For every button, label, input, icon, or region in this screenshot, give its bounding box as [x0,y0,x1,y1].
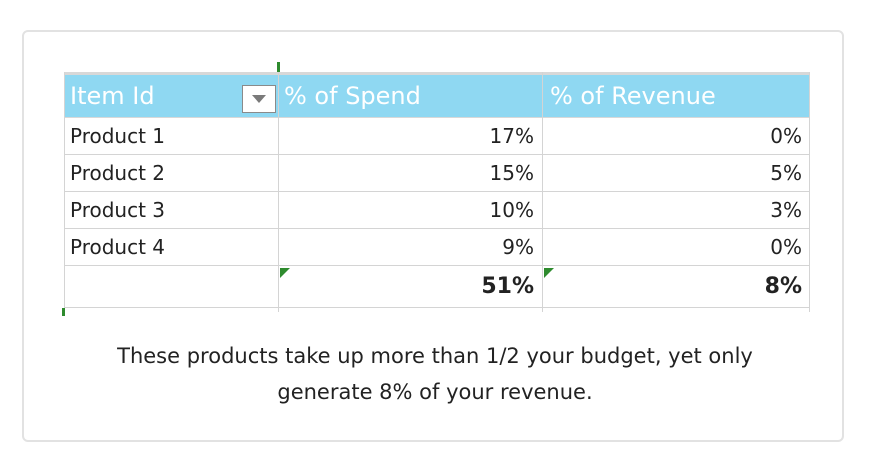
gridline [809,72,810,312]
spend-cell[interactable]: 17% [489,124,534,148]
column-header-spend[interactable]: % of Spend [284,82,421,110]
filter-dropdown-button[interactable] [242,85,276,113]
item-cell[interactable]: Product 1 [70,124,166,148]
gridline [278,72,279,312]
revenue-cell[interactable]: 5% [770,161,802,185]
selection-handle [277,62,280,72]
spend-cell[interactable]: 9% [502,235,534,259]
error-indicator-icon [544,268,554,278]
item-cell[interactable]: Product 2 [70,161,166,185]
error-indicator-icon [280,268,290,278]
revenue-cell[interactable]: 0% [770,235,802,259]
spend-cell[interactable]: 15% [489,161,534,185]
column-header-item-id[interactable]: Item Id [70,82,155,110]
revenue-cell[interactable]: 3% [770,198,802,222]
spreadsheet-table: Item Id % of Spend % of Revenue Product … [62,62,810,316]
table-row: Product 1 17% 0% [64,118,810,155]
total-label-cell[interactable] [64,266,278,307]
revenue-cell[interactable]: 0% [770,124,802,148]
totals-row: 51% 8% [64,266,810,308]
total-revenue-cell[interactable]: 8% [764,274,802,299]
caption-line-1: These products take up more than 1/2 you… [117,344,753,368]
total-spend-cell[interactable]: 51% [481,274,534,299]
table-row: Product 2 15% 5% [64,155,810,192]
caption-text: These products take up more than 1/2 you… [60,338,810,410]
table-row: Product 4 9% 0% [64,229,810,266]
gridline [542,72,543,312]
selection-handle [62,308,65,316]
column-header-revenue[interactable]: % of Revenue [550,82,716,110]
dropdown-triangle-icon [252,95,266,103]
gridline [64,72,65,312]
spend-cell[interactable]: 10% [489,198,534,222]
caption-line-2: generate 8% of your revenue. [277,380,593,404]
item-cell[interactable]: Product 4 [70,235,166,259]
item-cell[interactable]: Product 3 [70,198,166,222]
table-header-row: Item Id % of Spend % of Revenue [64,72,810,118]
table-row: Product 3 10% 3% [64,192,810,229]
